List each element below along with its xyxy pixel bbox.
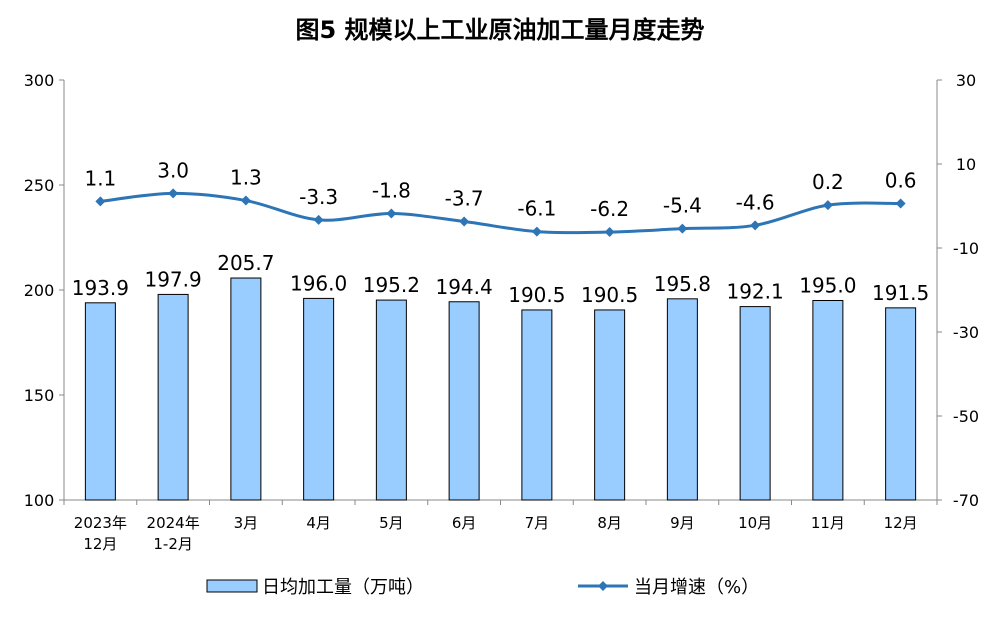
line-data-label: 1.3 [230, 166, 262, 190]
bar [594, 309, 626, 501]
line-data-label: 1.1 [84, 166, 116, 190]
bar-data-label: 195.0 [799, 274, 856, 298]
line-data-label: -4.6 [736, 190, 775, 214]
line-point-marker [822, 200, 833, 211]
line-data-label: 3.0 [157, 158, 189, 182]
line-data-label: -6.1 [517, 197, 556, 221]
bar-data-label: 190.5 [581, 283, 638, 307]
y-left-tick-label: 150 [24, 386, 55, 405]
x-tick-label: 10月 [738, 514, 772, 532]
bar [84, 302, 116, 501]
y-right-tick-label: -50 [953, 407, 979, 426]
line-series-path [100, 191, 901, 235]
y-left-tick-label: 300 [24, 71, 55, 90]
bar [885, 307, 917, 501]
y-left-tick-label: 100 [24, 491, 55, 510]
chart-title: 图5 规模以上工业原油加工量月度走势 [295, 16, 704, 44]
line-data-label: 0.6 [885, 168, 917, 192]
bar-data-label: 193.9 [72, 276, 129, 300]
line-point-marker [750, 220, 761, 231]
line-data-label: -3.7 [445, 187, 484, 211]
bar [521, 309, 553, 501]
legend-bar-swatch [206, 579, 258, 593]
x-tick-label: 2024年 [147, 514, 200, 532]
legend-line-label: 当月增速（%） [634, 577, 759, 598]
legend-bar-label: 日均加工量（万吨） [262, 577, 424, 598]
line-data-label: -1.8 [372, 179, 411, 203]
x-tick-label: 6月 [452, 514, 477, 532]
line-data-label: -5.4 [663, 194, 702, 218]
x-tick-label: 2023年 [74, 514, 127, 532]
x-tick-label: 12月 [83, 535, 117, 553]
line-point-marker [531, 226, 542, 237]
line-point-marker [168, 188, 179, 199]
x-tick-label: 5月 [379, 514, 404, 532]
line-point-marker [313, 214, 324, 225]
line-point-marker [604, 227, 615, 238]
x-tick-label: 8月 [597, 514, 622, 532]
bar [230, 277, 262, 501]
bar [157, 293, 189, 501]
bar [448, 301, 480, 501]
bar [739, 306, 771, 501]
y-right-tick-label: -70 [953, 491, 979, 510]
x-tick-label: 11月 [811, 514, 845, 532]
bar-data-label: 192.1 [726, 280, 783, 304]
line-point-marker [677, 223, 688, 234]
x-tick-label: 7月 [525, 514, 550, 532]
x-tick-label: 12月 [884, 514, 918, 532]
y-right-tick-label: 30 [956, 71, 976, 90]
y-right-tick-label: 10 [956, 155, 976, 174]
bar-data-label: 195.8 [654, 272, 711, 296]
bar-data-label: 196.0 [290, 271, 347, 295]
bar-data-label: 194.4 [435, 275, 492, 299]
line-point-marker [459, 216, 470, 227]
bar [375, 299, 407, 501]
y-left-tick-label: 250 [24, 176, 55, 195]
line-data-label: -3.3 [299, 185, 338, 209]
line-data-label: -6.2 [590, 197, 629, 221]
bar-data-label: 197.9 [144, 267, 201, 291]
bar [812, 300, 844, 501]
bar-data-label: 205.7 [217, 251, 274, 275]
x-tick-label: 3月 [234, 514, 259, 532]
bar-data-label: 190.5 [508, 283, 565, 307]
legend-line-marker [598, 581, 608, 591]
bar [303, 297, 335, 501]
y-right-tick-label: -10 [953, 239, 979, 258]
x-tick-label: 4月 [306, 514, 331, 532]
x-tick-label: 9月 [670, 514, 695, 532]
x-tick-label: 1-2月 [153, 535, 193, 553]
bar [666, 298, 698, 501]
bar-data-label: 191.5 [872, 281, 929, 305]
y-right-tick-label: -30 [953, 323, 979, 342]
line-data-label: 0.2 [812, 170, 844, 194]
line-point-marker [895, 198, 906, 209]
y-left-tick-label: 200 [24, 281, 55, 300]
bar-data-label: 195.2 [363, 273, 420, 297]
line-point-marker [386, 208, 397, 219]
line-point-marker [240, 195, 251, 206]
line-point-marker [95, 196, 106, 207]
